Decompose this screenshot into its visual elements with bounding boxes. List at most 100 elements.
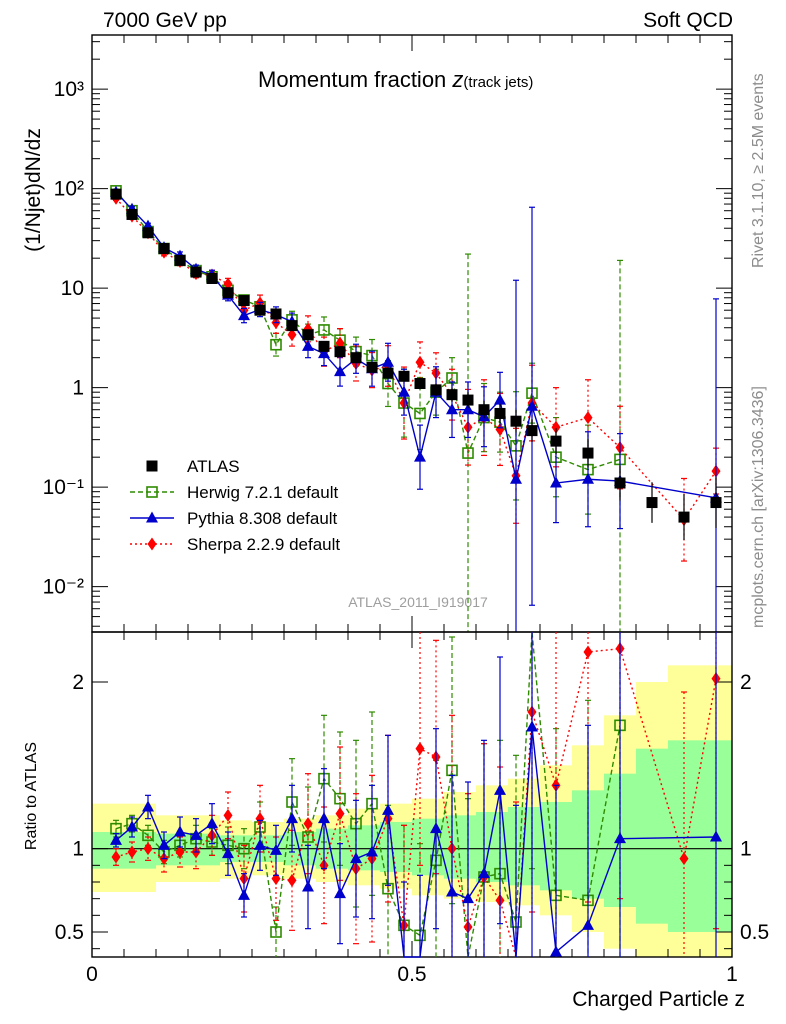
data-point-atlas [582, 447, 594, 459]
data-point-pythia [190, 828, 202, 840]
data-point-pythia [286, 812, 298, 824]
data-point-sherpa [583, 411, 593, 425]
data-point-pythia [238, 888, 250, 900]
data-point-pythia [582, 918, 594, 930]
data-point-atlas [302, 329, 314, 341]
data-point-pythia [366, 845, 378, 857]
legend-label: Sherpa 2.2.9 default [187, 535, 340, 554]
data-point-atlas [710, 497, 722, 509]
y-tick-label: 10³ [54, 78, 84, 101]
band-inner [348, 825, 380, 871]
data-point-herwig [302, 831, 314, 843]
y-tick-label: 10 [61, 277, 84, 300]
data-point-pythia [550, 476, 562, 488]
data-point-atlas [110, 188, 122, 200]
data-point-sherpa [287, 873, 297, 887]
y-tick-label: 10⁻² [43, 576, 84, 599]
ratio-y-tick-label: 0.5 [55, 921, 84, 944]
ratio-series-pythia [110, 632, 722, 958]
data-point-sherpa [111, 850, 121, 864]
data-point-pythia [710, 830, 722, 842]
data-point-pythia [526, 720, 538, 732]
data-point-atlas [430, 384, 442, 396]
data-point-pythia [494, 783, 506, 795]
series-herwig [110, 185, 626, 632]
data-point-herwig [318, 324, 330, 336]
data-point-atlas [318, 340, 330, 352]
data-point-pythia [478, 867, 490, 879]
ratio-series [110, 631, 722, 958]
data-point-atlas [126, 208, 138, 220]
data-point-sherpa [495, 422, 505, 436]
x-tick-label: 0.5 [397, 963, 426, 986]
data-point-sherpa [223, 808, 233, 822]
data-point-pythia [382, 355, 394, 367]
data-point-sherpa [287, 328, 297, 342]
data-point-pythia [430, 822, 442, 834]
data-point-atlas [222, 287, 234, 299]
data-point-pythia [334, 887, 346, 899]
data-point-pythia [238, 309, 250, 321]
ratio-y-tick-label-right: 1 [740, 838, 752, 861]
legend-label: Pythia 8.308 default [187, 509, 338, 528]
band-inner [380, 822, 412, 872]
data-point-atlas [366, 361, 378, 373]
data-point-pythia [582, 472, 594, 484]
x-axis-title: Charged Particle z [572, 988, 745, 1011]
data-point-atlas [678, 511, 690, 523]
data-point-pythia [446, 403, 458, 415]
data-point-atlas [174, 254, 186, 266]
ratio-y-tick-label-right: 0.5 [740, 921, 769, 944]
data-point-atlas [286, 320, 298, 332]
rivet-label: Rivet 3.1.10, ≥ 2.5M events [750, 73, 767, 268]
data-point-pythia [254, 838, 266, 850]
data-point-atlas [414, 378, 426, 390]
analysis-watermark: ATLAS_2011_I919017 [348, 594, 488, 610]
data-point-atlas [398, 370, 410, 382]
data-point-pythia [526, 399, 538, 411]
band-inner [412, 818, 444, 876]
ratio-axis-ticks: 0.5 0.51 12 20 0.5 1 [55, 632, 769, 986]
data-point-sherpa [583, 645, 593, 659]
series-sherpa [111, 191, 721, 562]
data-point-sherpa [127, 845, 137, 859]
data-point-pythia [494, 393, 506, 405]
data-point-atlas [526, 425, 538, 437]
data-point-pythia [126, 820, 138, 832]
data-point-pythia [318, 812, 330, 824]
data-point-atlas [142, 227, 154, 239]
data-point-atlas [254, 304, 266, 316]
data-point-pythia [222, 847, 234, 859]
data-point-herwig [270, 338, 282, 351]
x-tick-label: 0 [86, 963, 98, 986]
ratio-y-tick-label: 2 [72, 671, 84, 694]
data-point-herwig [238, 842, 250, 855]
series-atlas [110, 188, 722, 541]
y-tick-label: 10² [54, 178, 84, 201]
energy-label: 7000 GeV pp [103, 9, 227, 32]
data-point-pythia [206, 817, 218, 829]
data-point-pythia [398, 385, 410, 397]
data-point-atlas [270, 308, 282, 320]
ratio-y-tick-label: 1 [72, 838, 84, 861]
chart-title-main: Momentum fraction [258, 67, 452, 92]
legend-label: Herwig 7.2.1 default [187, 483, 338, 502]
ratio-uncertainty-bands [92, 665, 732, 957]
data-point-pythia [270, 843, 282, 855]
y-tick-label: 1 [72, 377, 84, 400]
data-point-atlas [334, 346, 346, 358]
data-point-pythia [350, 852, 362, 864]
data-point-atlas [462, 394, 474, 406]
data-point-pythia [382, 803, 394, 815]
data-point-atlas [494, 407, 506, 419]
data-point-atlas [614, 477, 626, 489]
data-point-pythia [302, 880, 314, 892]
data-point-sherpa [551, 420, 561, 434]
data-point-herwig [462, 447, 474, 459]
data-point-atlas [350, 352, 362, 364]
data-point-atlas [158, 243, 170, 255]
data-point-pythia [174, 825, 186, 837]
main-series [110, 185, 722, 632]
data-point-sherpa [415, 742, 425, 756]
